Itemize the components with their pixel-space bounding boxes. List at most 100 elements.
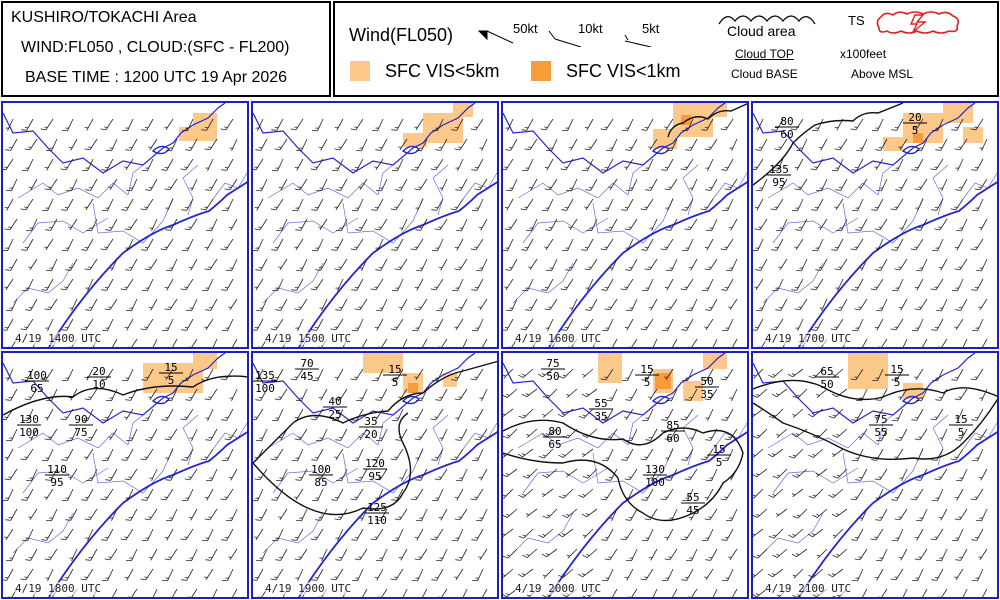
wind-barb [108, 428, 118, 441]
wind-barb [221, 408, 234, 421]
wind-barb [414, 528, 424, 541]
wind-barb [228, 298, 238, 311]
wind-barb [310, 408, 324, 421]
wind-barb [164, 298, 178, 311]
wind-barb [951, 118, 964, 131]
panel-time: 4/19 1500 UTC [265, 332, 352, 345]
wind-barb [729, 388, 738, 401]
wind-barb [791, 278, 804, 291]
wind-barb [45, 218, 58, 231]
river-line [182, 414, 199, 466]
wind-barb [416, 508, 428, 522]
wind-barb [311, 198, 324, 211]
wind-barb [180, 158, 194, 171]
wind-barb [503, 548, 518, 559]
wind-barb [569, 298, 578, 311]
wind-barb [254, 198, 264, 211]
cloud-base-value: 95 [772, 176, 785, 189]
wind-barb [936, 298, 948, 312]
wind-barb [85, 178, 98, 191]
wind-barb [472, 198, 484, 212]
wind-barb [585, 278, 594, 291]
wind-barb [471, 278, 484, 291]
wind-barb [140, 318, 154, 331]
wind-barb [334, 258, 348, 271]
wind-barb [312, 488, 324, 502]
wind-barb [68, 138, 78, 151]
wind-barb [878, 338, 888, 347]
wind-barb [503, 318, 514, 331]
wind-barb [4, 198, 14, 211]
wind-barb [850, 238, 864, 251]
wind-barb [915, 468, 928, 481]
vis5-area [703, 103, 727, 117]
wind-barb [141, 488, 154, 501]
wind-barb [46, 138, 58, 152]
wind-barb [101, 158, 114, 171]
cloud-base-value: 5 [958, 426, 965, 439]
wind-barb [978, 218, 988, 231]
wind-barb [504, 218, 518, 231]
wind-barb [792, 408, 804, 418]
wind-barb [253, 408, 264, 421]
wind-barb [620, 278, 634, 291]
wind-barb [272, 278, 284, 292]
wind-barb [255, 368, 264, 381]
wind-barb [166, 258, 178, 272]
wind-barb [3, 488, 14, 502]
wind-barb [180, 408, 194, 421]
wind-barb [681, 448, 694, 461]
wind-barb [86, 218, 98, 232]
wind-barb [454, 388, 468, 401]
wind-barb [372, 368, 384, 382]
cloud-base-value: 45 [300, 370, 313, 383]
coastline [48, 431, 247, 597]
wind-barb [226, 508, 238, 522]
cloud-area-label: Cloud area [727, 23, 796, 39]
wind-barb [768, 488, 784, 498]
base-time: BASE TIME : 1200 UTC 19 Apr 2026 [25, 69, 288, 86]
lake-outline [651, 145, 670, 155]
wind-barb [62, 238, 74, 252]
wind-barb [851, 158, 864, 171]
wind-barb [625, 138, 638, 151]
wind-barb [911, 158, 924, 171]
vis5-area [848, 353, 888, 389]
wind-barb [84, 258, 98, 271]
wind-barb [935, 138, 948, 151]
wind-barb [28, 258, 38, 271]
wind-barb [455, 428, 468, 441]
wind-barb [542, 508, 558, 519]
wind-barb [601, 158, 614, 171]
wind-barb [122, 118, 134, 132]
wind-barb [430, 158, 444, 171]
wind-barb [162, 568, 174, 582]
wind-barb [689, 428, 698, 441]
wind-barb [430, 278, 444, 291]
wind-barb [470, 488, 484, 501]
wind-barb [875, 238, 884, 251]
lake-outline [401, 395, 420, 405]
river-line [182, 164, 199, 216]
wind-barb [874, 218, 888, 231]
wind-barb [602, 568, 614, 582]
wind-barb [478, 468, 488, 481]
wind-barb [625, 388, 638, 401]
wind-barb [518, 408, 534, 419]
wind-barb [181, 568, 194, 581]
wind-barb [42, 198, 54, 212]
wind-barb [705, 408, 714, 421]
wind-barb [334, 118, 344, 131]
wind-barb [792, 568, 804, 579]
lake-outline [151, 145, 170, 155]
wind-barb [5, 368, 14, 381]
wind-barb [505, 258, 518, 271]
wind-barb [601, 408, 614, 421]
wind-barb [3, 238, 14, 252]
wind-barb [224, 428, 238, 441]
cloud-base-value: 50 [546, 370, 559, 383]
wind-barb [170, 338, 178, 347]
